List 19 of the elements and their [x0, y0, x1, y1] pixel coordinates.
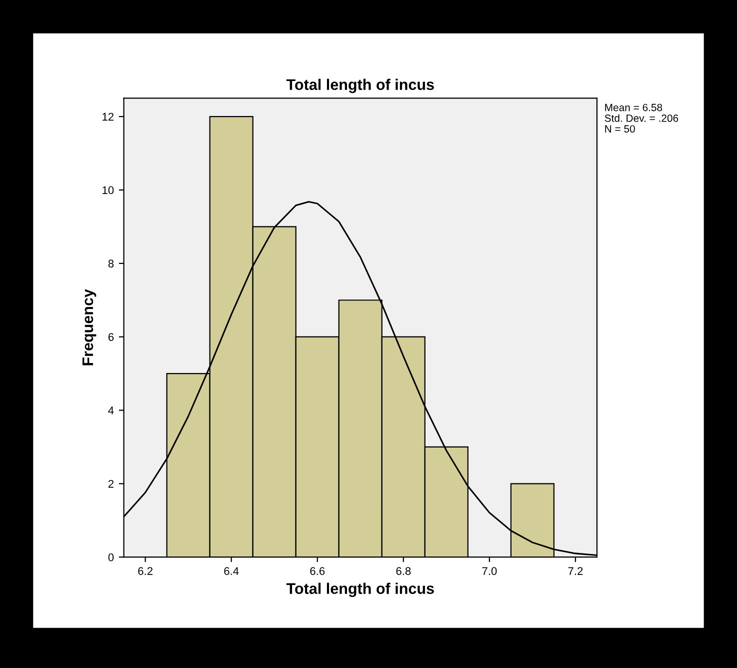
y-tick-label: 4: [108, 406, 114, 414]
x-tick-label: 6.8: [396, 567, 411, 575]
y-tick-label: 6: [108, 333, 114, 341]
x-tick-label: 6.2: [138, 567, 152, 575]
y-tick-label: 8: [108, 260, 114, 268]
x-tick-label: 6.4: [224, 567, 239, 575]
text: Mean = 6.58: [605, 104, 662, 112]
text: N = 50: [605, 125, 635, 133]
x-axis-title: Total length of incus: [286, 582, 434, 598]
x-tick-label: 7.2: [568, 567, 583, 575]
chart-title: Total length of incus: [286, 78, 434, 94]
y-axis-title: Frequency: [82, 289, 96, 366]
x-tick-label: 6.6: [310, 567, 325, 575]
y-tick-label: 0: [108, 553, 114, 562]
x-tick-label: 7.0: [482, 567, 497, 575]
y-tick-label: 10: [102, 186, 114, 194]
y-tick-label: 2: [108, 480, 114, 488]
text: Std. Dev. = .206: [604, 114, 678, 122]
y-tick-label: 12: [102, 112, 114, 121]
